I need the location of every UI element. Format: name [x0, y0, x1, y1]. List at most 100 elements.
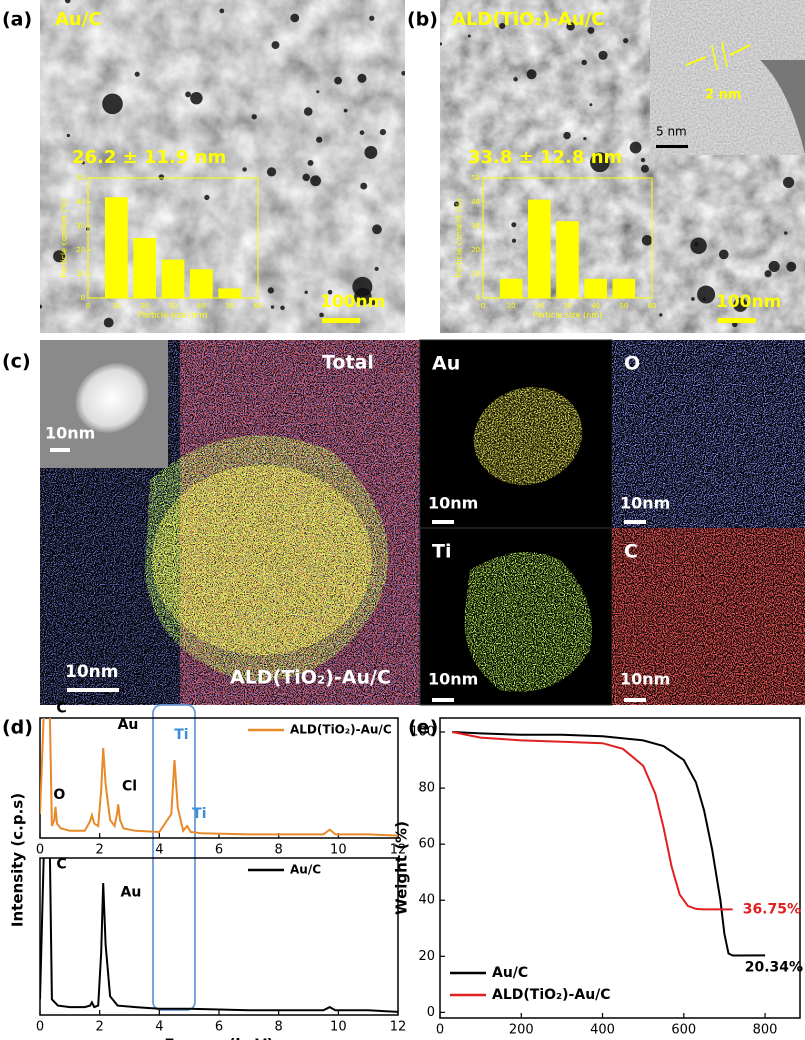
x-tick-label: 0 — [436, 1023, 444, 1038]
x-tick-label: 30 — [563, 302, 572, 310]
particle — [304, 290, 308, 294]
x-tick-label: 2 — [96, 843, 104, 858]
particle — [764, 270, 772, 278]
particle — [598, 50, 608, 60]
y-tick-label: 0 — [476, 294, 480, 302]
y-tick-label: 40 — [418, 893, 435, 908]
particle — [511, 222, 517, 228]
particle — [589, 103, 593, 107]
x-tick-label: 0 — [481, 302, 485, 310]
particle — [267, 287, 274, 294]
x-tick-label: 50 — [619, 302, 628, 310]
particle — [659, 313, 663, 317]
x-tick-label: 0 — [36, 843, 44, 858]
y-tick-label: 30 — [76, 222, 85, 230]
spacing-label: 2 nm — [705, 88, 741, 103]
particle-edge — [760, 60, 805, 155]
scale-label: 10nm — [428, 670, 478, 689]
particle — [360, 182, 368, 190]
bar — [499, 278, 523, 298]
particle — [359, 130, 365, 135]
particle — [81, 161, 85, 165]
particle — [251, 114, 257, 120]
x-tick-label: 4 — [155, 1020, 163, 1035]
x-tick-label: 8 — [275, 1020, 283, 1035]
plot-frame — [39, 857, 399, 1016]
bar — [528, 199, 551, 298]
particle — [640, 157, 646, 163]
particle — [327, 289, 333, 295]
element-label: Ti — [432, 541, 451, 563]
particle — [374, 266, 379, 271]
y-axis-label: Intensity (c.p.s) — [9, 793, 27, 927]
particle — [690, 237, 707, 255]
particle — [640, 164, 649, 173]
c-signal — [612, 528, 805, 705]
annotation: Ti — [174, 727, 188, 743]
particle — [357, 73, 367, 83]
x-axis-label: Temperature (°C) — [547, 1039, 692, 1040]
scale-bar — [624, 520, 646, 524]
x-tick-label: 0 — [86, 302, 90, 310]
particle — [566, 22, 575, 31]
x-tick-label: 12 — [390, 1020, 407, 1035]
x-tick-label: 12 — [390, 843, 407, 858]
particle — [103, 317, 114, 328]
particle — [204, 194, 210, 201]
sample-label: ALD(TiO₂)-Au/C — [452, 9, 604, 30]
particle — [526, 69, 537, 80]
element-label: Au — [432, 353, 460, 375]
particle — [513, 77, 518, 82]
size-label: 33.8 ± 12.8 nm — [468, 147, 622, 168]
scale-bar — [624, 698, 646, 702]
particle — [158, 174, 165, 180]
particle — [319, 312, 324, 318]
y-tick-label: 40 — [76, 198, 85, 206]
x-tick-label: 6 — [215, 1020, 223, 1035]
particle — [302, 173, 310, 182]
particle — [691, 297, 695, 301]
particle — [316, 90, 320, 94]
particle — [242, 167, 247, 172]
particle — [334, 76, 343, 85]
particle — [290, 13, 300, 23]
bar — [105, 197, 128, 298]
x-tick-label: 60 — [254, 302, 263, 310]
x-tick-label: 600 — [671, 1023, 696, 1038]
y-tick-label: 50 — [76, 174, 85, 182]
bar — [218, 288, 241, 298]
au-signal — [473, 387, 583, 485]
arrow — [729, 44, 751, 56]
particle — [623, 38, 629, 44]
y-tick-label: 80 — [418, 781, 435, 796]
y-tick-label: 50 — [471, 174, 480, 182]
panel-label: (a) — [2, 9, 32, 31]
particle — [581, 59, 587, 66]
o-signal — [612, 340, 805, 528]
x-axis-label: Particle size (nm) — [138, 311, 207, 320]
scale-label: 10nm — [620, 670, 670, 689]
particle — [499, 22, 506, 30]
ti-signal — [464, 552, 592, 692]
series-line — [40, 858, 398, 1013]
series-line — [452, 731, 766, 957]
bar — [556, 221, 579, 298]
annotation: O — [53, 787, 65, 803]
y-tick-label: 20 — [76, 246, 85, 254]
particle — [310, 175, 322, 187]
x-tick-label: 10 — [330, 843, 347, 858]
x-tick-label: 8 — [275, 843, 283, 858]
x-tick-label: 0 — [36, 1020, 44, 1035]
annotation: 20.34% — [745, 960, 803, 976]
y-tick-label: 20 — [471, 246, 480, 254]
y-tick-label: 100 — [410, 725, 435, 740]
particle — [718, 249, 729, 260]
particle — [266, 167, 277, 177]
x-tick-label: 50 — [225, 302, 234, 310]
particle — [271, 41, 280, 50]
particle — [270, 305, 275, 309]
guide — [721, 41, 728, 68]
particle — [733, 297, 748, 312]
y-axis-label: Particle content (%) — [60, 198, 69, 277]
particle — [379, 129, 387, 136]
